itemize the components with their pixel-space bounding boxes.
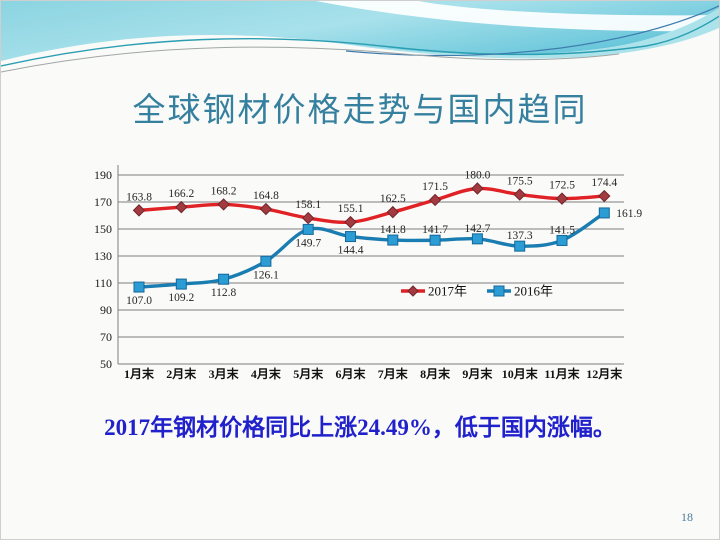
svg-text:11月末: 11月末 bbox=[544, 366, 580, 381]
svg-text:70: 70 bbox=[100, 330, 112, 344]
svg-text:162.5: 162.5 bbox=[380, 193, 406, 205]
wave-accent-line-gray bbox=[1, 46, 620, 73]
svg-text:112.8: 112.8 bbox=[211, 287, 237, 299]
wave-accent-line-teal bbox=[1, 15, 719, 67]
svg-text:12月末: 12月末 bbox=[586, 366, 623, 381]
svg-text:149.7: 149.7 bbox=[295, 237, 321, 249]
svg-text:130: 130 bbox=[94, 249, 112, 263]
svg-text:90: 90 bbox=[100, 303, 112, 317]
chart-svg: 50 70 90 110 130 150 170 190 1月末 2月末 3月末 4月末 5月末 6月末 7… bbox=[94, 165, 642, 381]
svg-text:172.5: 172.5 bbox=[549, 180, 575, 192]
svg-text:2016年: 2016年 bbox=[514, 284, 553, 299]
svg-text:158.1: 158.1 bbox=[295, 199, 321, 211]
page-number: 18 bbox=[681, 510, 693, 524]
svg-text:6月末: 6月末 bbox=[335, 366, 366, 381]
header-wave-decoration bbox=[1, 1, 719, 81]
svg-text:155.1: 155.1 bbox=[338, 203, 364, 215]
svg-text:4月末: 4月末 bbox=[251, 366, 282, 381]
wave-white-body bbox=[1, 8, 719, 81]
svg-text:190: 190 bbox=[94, 168, 112, 182]
wave-cyan-wedge bbox=[336, 8, 719, 59]
svg-text:150: 150 bbox=[94, 222, 112, 236]
wave-accent-line-blue bbox=[345, 5, 719, 57]
svg-text:3月末: 3月末 bbox=[209, 366, 240, 381]
price-trend-chart: 50 70 90 110 130 150 170 190 1月末 2月末 3月末 4月末 5月末 6月末 7… bbox=[91, 161, 651, 381]
svg-text:161.9: 161.9 bbox=[616, 208, 642, 220]
svg-text:126.1: 126.1 bbox=[253, 269, 279, 281]
svg-text:144.4: 144.4 bbox=[338, 245, 364, 257]
svg-text:2017年: 2017年 bbox=[428, 284, 467, 299]
slide-title: 全球钢材价格走势与国内趋同 bbox=[132, 93, 588, 129]
svg-text:137.3: 137.3 bbox=[507, 230, 533, 242]
svg-text:180.0: 180.0 bbox=[464, 170, 490, 182]
svg-text:141.7: 141.7 bbox=[422, 224, 448, 236]
svg-text:141.5: 141.5 bbox=[549, 224, 575, 236]
svg-text:8月末: 8月末 bbox=[420, 366, 451, 381]
wave-white-streak bbox=[316, 1, 719, 32]
svg-text:2月末: 2月末 bbox=[166, 366, 197, 381]
caption-text: 2017年钢材价格同比上涨24.49%，低于国内涨幅。 bbox=[104, 415, 616, 440]
svg-text:50: 50 bbox=[100, 357, 112, 371]
svg-text:175.5: 175.5 bbox=[507, 176, 533, 188]
svg-text:170: 170 bbox=[94, 195, 112, 209]
svg-text:164.8: 164.8 bbox=[253, 190, 279, 202]
svg-text:1月末: 1月末 bbox=[124, 366, 155, 381]
svg-text:166.2: 166.2 bbox=[168, 188, 194, 200]
svg-text:174.4: 174.4 bbox=[591, 177, 617, 189]
svg-text:110: 110 bbox=[94, 276, 112, 290]
svg-text:107.0: 107.0 bbox=[126, 295, 152, 307]
svg-text:7月末: 7月末 bbox=[378, 366, 409, 381]
svg-text:163.8: 163.8 bbox=[126, 191, 152, 203]
svg-text:142.7: 142.7 bbox=[464, 223, 490, 235]
svg-text:9月末: 9月末 bbox=[462, 366, 493, 381]
svg-text:168.2: 168.2 bbox=[211, 185, 237, 197]
svg-text:171.5: 171.5 bbox=[422, 181, 448, 193]
svg-text:109.2: 109.2 bbox=[168, 292, 194, 304]
svg-text:141.8: 141.8 bbox=[380, 224, 406, 236]
svg-text:10月末: 10月末 bbox=[502, 366, 539, 381]
svg-text:5月末: 5月末 bbox=[293, 366, 324, 381]
